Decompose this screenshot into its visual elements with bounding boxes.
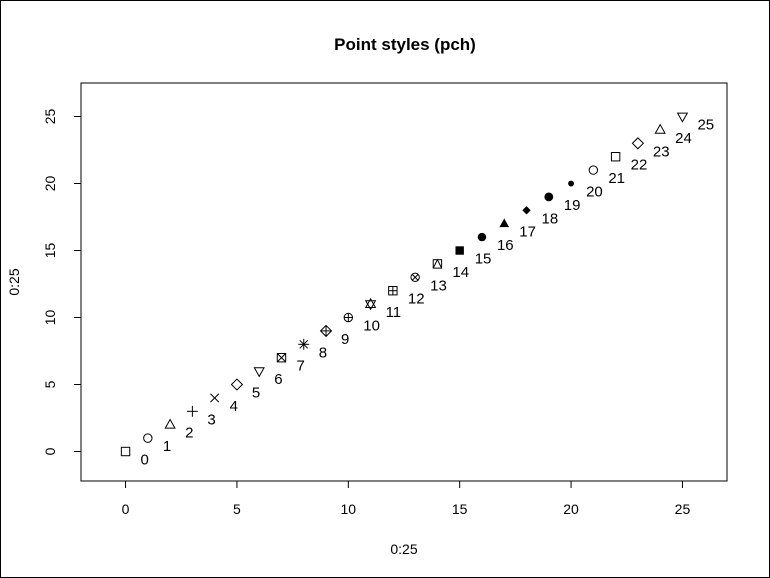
data-point-pch-4 [210, 393, 220, 403]
point-label: 12 [408, 291, 425, 308]
point-label: 21 [608, 170, 625, 187]
data-point-pch-6 [253, 367, 265, 378]
data-point-pch-17 [499, 218, 510, 228]
x-axis: 0 5 10 15 20 25 [122, 480, 691, 517]
y-tick-label: 20 [42, 176, 58, 192]
point-label: 9 [341, 331, 349, 348]
point-label: 1 [163, 438, 171, 455]
point-label: 25 [697, 117, 714, 134]
point-label: 8 [319, 344, 327, 361]
chart-title: Point styles (pch) [334, 35, 476, 54]
y-tick-label: 10 [42, 310, 58, 326]
y-tick-label: 0 [42, 447, 58, 455]
point-label: 14 [452, 264, 469, 281]
point-labels: 0123456789101112131415161718192021222324… [141, 117, 715, 469]
point-label: 3 [207, 411, 215, 428]
y-tick-label: 25 [42, 109, 58, 125]
data-point-pch-9 [319, 324, 333, 338]
point-label: 2 [185, 425, 193, 442]
data-points [120, 112, 689, 457]
data-point-pch-19 [544, 192, 554, 202]
data-point-pch-15 [455, 246, 464, 255]
data-point-pch-0 [120, 446, 131, 457]
data-point-pch-1 [143, 433, 153, 443]
x-axis-label: 0:25 [390, 541, 417, 557]
point-label: 20 [586, 184, 603, 201]
data-point-pch-18 [522, 206, 531, 215]
data-point-pch-20 [568, 180, 575, 187]
point-label: 11 [386, 304, 402, 321]
data-point-pch-24 [654, 123, 666, 134]
y-tick-label: 5 [42, 380, 58, 388]
point-label: 10 [363, 318, 380, 335]
data-point-pch-7 [276, 353, 287, 363]
data-point-pch-8 [298, 338, 310, 350]
data-point-pch-10 [343, 312, 354, 323]
y-axis: 0 5 10 15 20 25 [42, 109, 82, 455]
point-label: 22 [631, 157, 648, 174]
x-tick-label: 25 [675, 501, 691, 517]
data-point-pch-25 [676, 112, 689, 123]
data-point-pch-12 [388, 286, 398, 296]
point-label: 4 [230, 398, 238, 415]
data-point-pch-16 [477, 232, 487, 242]
data-point-pch-21 [588, 165, 599, 175]
x-tick-label: 20 [563, 501, 579, 517]
y-tick-label: 15 [42, 243, 58, 259]
point-label: 15 [475, 251, 492, 268]
point-label: 16 [497, 237, 514, 254]
point-label: 0 [141, 452, 149, 469]
x-tick-label: 0 [122, 501, 130, 517]
y-axis-label: 0:25 [6, 268, 22, 295]
data-point-pch-13 [410, 272, 420, 283]
point-label: 6 [274, 371, 282, 388]
point-label: 13 [430, 277, 447, 294]
point-label: 24 [675, 130, 692, 147]
point-label: 5 [252, 385, 260, 402]
data-point-pch-22 [610, 152, 621, 162]
x-tick-label: 10 [341, 501, 357, 517]
point-label: 7 [296, 358, 304, 375]
data-point-pch-2 [164, 418, 176, 429]
data-point-pch-3 [186, 405, 198, 417]
data-point-pch-11 [364, 297, 377, 311]
point-label: 19 [564, 197, 581, 214]
x-tick-label: 15 [452, 501, 468, 517]
data-point-pch-23 [631, 137, 645, 150]
data-point-pch-14 [432, 258, 443, 269]
data-point-pch-5 [230, 378, 244, 391]
point-label: 17 [519, 224, 536, 241]
x-tick-label: 5 [233, 501, 241, 517]
plot-box [80, 82, 728, 482]
point-label: 23 [653, 143, 670, 160]
point-label: 18 [542, 210, 559, 227]
